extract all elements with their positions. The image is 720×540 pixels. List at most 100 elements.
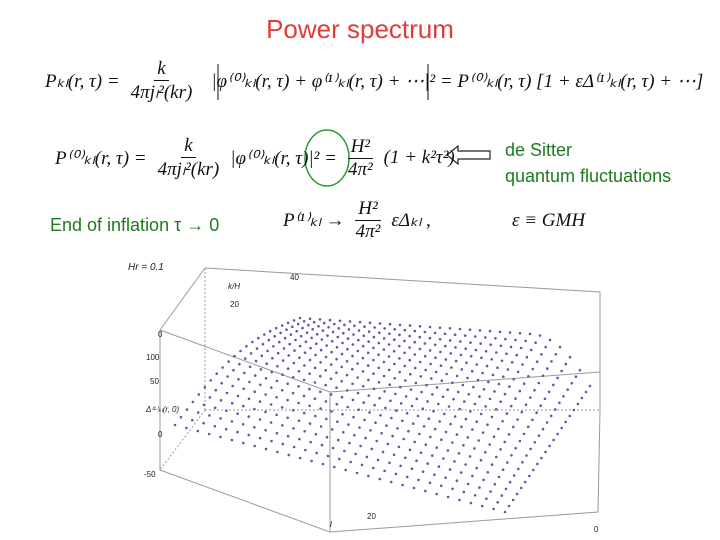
- surface-dot: [421, 407, 425, 411]
- surface-dot: [503, 510, 507, 514]
- surface-dot: [480, 504, 484, 508]
- surface-dot: [458, 498, 461, 502]
- surface-dot: [388, 332, 391, 336]
- surface-dot: [413, 353, 417, 356]
- plot-label: -50: [144, 470, 156, 479]
- surface-dot: [388, 461, 391, 465]
- equation: Pₖₗ(r, τ) = k 4πjₗ²(kr) |φ⁽⁰⁾ₖₗ(r, τ) + φ…: [45, 58, 703, 104]
- surface-dot: [230, 420, 234, 423]
- surface-dot: [498, 330, 502, 334]
- surface-dot: [525, 355, 529, 359]
- surface-dot: [385, 424, 388, 427]
- surface-dot: [280, 324, 284, 327]
- surface-dot: [433, 427, 437, 431]
- surface-dot: [225, 391, 229, 395]
- surface-dot: [237, 378, 240, 381]
- surface-dot: [558, 401, 561, 405]
- surface-dot: [520, 410, 524, 414]
- surface-dot: [457, 452, 461, 455]
- surface-dot: [527, 375, 530, 378]
- surface-dot: [249, 352, 253, 355]
- surface-dot: [474, 348, 478, 352]
- annotation: End of inflation τ → 0: [50, 215, 220, 235]
- surface-dot: [311, 328, 315, 331]
- surface-dot: [529, 396, 532, 399]
- surface-dot: [431, 393, 434, 396]
- surface-dot: [308, 358, 312, 362]
- surface-dot: [286, 382, 290, 386]
- surface-dot: [402, 437, 406, 441]
- surface-dot: [315, 332, 319, 336]
- surface-dot: [302, 411, 306, 415]
- surface-dot: [491, 373, 495, 377]
- surface-dot: [535, 360, 539, 364]
- surface-dot: [377, 366, 381, 370]
- surface-dot: [276, 351, 280, 355]
- surface-dot: [319, 425, 323, 428]
- surface-dot: [433, 343, 437, 347]
- surface-dot: [266, 349, 269, 353]
- surface-dot: [403, 339, 406, 343]
- surface-dot: [333, 465, 336, 469]
- surface-dot: [325, 435, 329, 439]
- surface-dot: [430, 377, 433, 380]
- surface-dot: [386, 442, 390, 446]
- surface-dot: [523, 480, 527, 484]
- surface-dot: [335, 346, 339, 349]
- surface-dot: [331, 446, 335, 450]
- surface-dot: [574, 375, 578, 379]
- surface-dot: [374, 421, 377, 425]
- surface-dot: [418, 325, 422, 328]
- surface-dot: [260, 354, 264, 358]
- surface-dot: [524, 403, 528, 407]
- surface-dot: [297, 385, 300, 388]
- surface-dot: [448, 327, 452, 330]
- surface-dot: [519, 486, 523, 490]
- surface-dot: [326, 454, 330, 458]
- surface-dot: [259, 383, 262, 387]
- surface-dot: [393, 328, 397, 331]
- surface-dot: [268, 329, 272, 333]
- surface-dot: [248, 365, 252, 369]
- surface-dot: [291, 391, 295, 395]
- surface-dot: [499, 400, 502, 404]
- surface-dot: [558, 345, 562, 349]
- surface-dot: [377, 353, 380, 357]
- surface-dot: [444, 344, 447, 348]
- surface-dot: [325, 344, 329, 347]
- surface-dot: [459, 340, 462, 343]
- surface-dot: [449, 352, 453, 355]
- surface-dot: [208, 414, 211, 417]
- numerator: H²: [347, 136, 373, 159]
- surface-dot: [404, 456, 407, 460]
- surface-dot: [504, 487, 508, 491]
- surface-dot: [258, 418, 262, 421]
- surface-dot: [463, 334, 467, 337]
- plot-label: 0: [158, 430, 163, 439]
- surface-dot: [399, 385, 402, 389]
- surface-dot: [423, 342, 427, 345]
- surface-dot: [417, 478, 420, 482]
- surface-dot: [253, 390, 256, 394]
- surface-dot: [308, 372, 311, 376]
- surface-dot: [485, 364, 489, 368]
- plot-label: 20: [230, 300, 239, 309]
- surface-dot: [345, 373, 349, 377]
- surface-dot: [396, 427, 399, 430]
- surface-dot: [398, 333, 401, 337]
- surface-dot: [264, 410, 267, 414]
- surface-dot: [439, 364, 443, 368]
- surface-dot: [294, 338, 297, 342]
- surface-dot: [484, 405, 487, 408]
- surface-dot: [503, 392, 507, 396]
- surface-dot: [270, 386, 273, 389]
- surface-dot: [362, 401, 366, 404]
- surface-dot: [387, 368, 391, 372]
- annotation: quantum fluctuations: [505, 166, 672, 186]
- denominator: 4π²: [355, 221, 381, 242]
- surface-dot: [562, 395, 565, 398]
- surface-dot: [403, 364, 407, 368]
- surface-dot: [377, 381, 381, 384]
- surface-dot: [403, 328, 407, 332]
- surface-dot: [408, 358, 412, 362]
